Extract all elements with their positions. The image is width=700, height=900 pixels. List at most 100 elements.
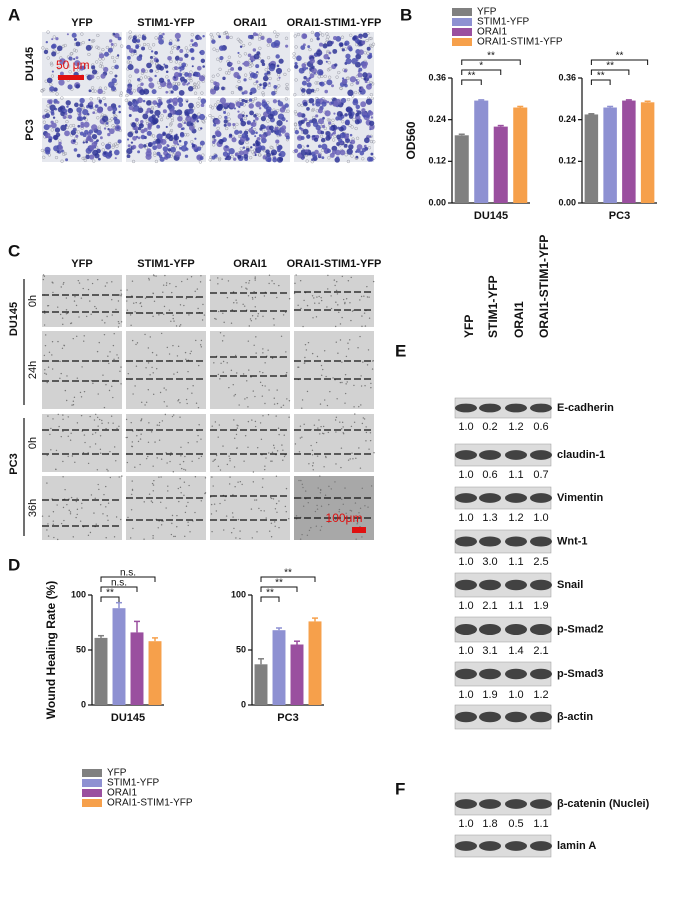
cell-speck	[315, 316, 318, 318]
blot-label: E-cadherin	[557, 402, 614, 414]
pore	[159, 118, 164, 122]
cell-speck	[364, 385, 366, 387]
cell	[331, 84, 334, 88]
cell-speck	[48, 351, 51, 353]
band	[530, 841, 552, 851]
error-bar	[98, 634, 104, 638]
cell-speck	[361, 325, 363, 328]
cell-speck	[226, 463, 229, 466]
cell-speck	[52, 418, 54, 420]
cell	[89, 154, 95, 160]
pore	[112, 59, 117, 63]
cell	[80, 121, 84, 126]
cell-speck	[106, 282, 108, 284]
cell	[344, 83, 348, 88]
cell	[91, 133, 98, 140]
pore	[218, 115, 222, 119]
pore	[210, 35, 215, 39]
cell-speck	[99, 360, 101, 362]
cell-speck	[63, 281, 65, 284]
cell-speck	[58, 425, 60, 428]
pore	[293, 34, 297, 38]
cell-speck	[60, 372, 62, 375]
cell	[91, 124, 98, 131]
cell-speck	[301, 533, 303, 536]
cell-speck	[276, 402, 279, 405]
cell-speck	[341, 498, 343, 500]
cell-speck	[87, 288, 90, 291]
cell	[242, 114, 245, 117]
cell-speck	[246, 397, 248, 399]
cell-speck	[101, 319, 103, 321]
scale-bar-label: 100μm	[326, 511, 363, 525]
cell-speck	[194, 290, 196, 293]
cell	[111, 77, 117, 84]
cell	[222, 76, 226, 81]
cell	[74, 60, 81, 67]
cell	[300, 136, 305, 141]
cell-speck	[107, 422, 110, 424]
cell-speck	[47, 304, 50, 307]
cell	[338, 126, 344, 132]
cell	[154, 51, 158, 55]
pore	[184, 46, 188, 50]
pore	[266, 119, 270, 123]
pore	[368, 36, 372, 41]
cell-speck	[355, 520, 357, 522]
cell-speck	[336, 398, 338, 400]
cell-speck	[101, 422, 103, 425]
blot-label: Vimentin	[557, 492, 604, 504]
pore	[235, 122, 239, 127]
pore	[213, 103, 218, 107]
cell-speck	[282, 449, 284, 451]
cell	[72, 139, 76, 143]
cell-speck	[360, 404, 362, 406]
cell-speck	[370, 386, 372, 389]
pore	[248, 64, 252, 69]
cell-speck	[166, 405, 168, 407]
pore	[113, 43, 118, 47]
pore	[238, 54, 242, 58]
cell	[128, 48, 134, 54]
cell-speck	[147, 389, 149, 391]
cell-speck	[319, 433, 321, 435]
pore	[170, 46, 175, 50]
column-header: ORAI1	[233, 17, 267, 29]
column-header: ORAI1	[233, 258, 267, 270]
pore	[49, 61, 54, 65]
cell-speck	[57, 306, 59, 308]
cell	[352, 99, 359, 106]
cell	[243, 60, 250, 67]
cell-speck	[64, 488, 66, 491]
cell-speck	[130, 509, 133, 511]
cell	[97, 157, 101, 161]
pore	[126, 60, 131, 64]
pore	[66, 64, 71, 68]
micrograph	[125, 30, 206, 98]
cell-speck	[230, 369, 233, 372]
cell-speck	[337, 304, 339, 306]
cell-speck	[99, 448, 102, 451]
cell-speck	[276, 450, 279, 452]
cell-speck	[90, 494, 93, 496]
cell-speck	[44, 369, 46, 371]
cell-speck	[300, 497, 303, 499]
x-tick-label: PC3	[609, 210, 630, 222]
cell-speck	[191, 392, 193, 394]
cell-speck	[72, 337, 74, 340]
cell-speck	[315, 525, 318, 527]
cell	[138, 123, 144, 129]
cell	[65, 158, 69, 162]
x-tick-label: DU145	[474, 210, 508, 222]
cell-speck	[112, 396, 114, 399]
significance-bracket	[260, 586, 298, 592]
cell-speck	[248, 279, 251, 282]
cell-speck	[252, 471, 255, 473]
quantification: 1.2	[508, 421, 523, 433]
cell	[370, 116, 374, 119]
legend-label: STIM1-YFP	[477, 17, 530, 28]
cell-speck	[98, 341, 100, 344]
cell-speck	[52, 520, 54, 522]
pore	[111, 66, 115, 70]
cell	[233, 71, 240, 79]
